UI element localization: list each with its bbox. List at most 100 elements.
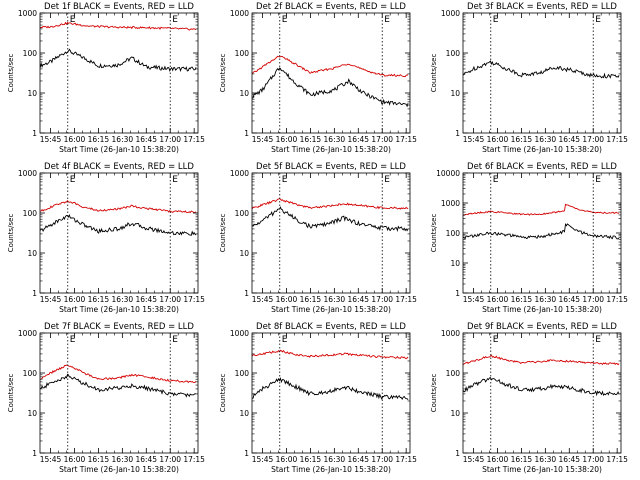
chart-panel-2: Det 2f BLACK = Events, RED = LLD Counts/s… [219,2,417,154]
y-tick-label: 1000 [441,329,460,338]
y-tick-label: 1 [32,449,37,458]
x-tick-label: 17:00 [159,455,181,464]
chart-title: Det 9f BLACK = Events, RED = LLD [467,322,617,332]
x-tick-label: 15:45 [463,295,485,304]
time-marker-label: E [282,335,288,345]
time-marker-label: E [384,175,390,185]
y-tick-label: 10 [450,89,460,98]
x-tick-label: 16:45 [347,455,369,464]
x-tick-label: 16:15 [300,135,322,144]
x-tick-label: 17:00 [159,295,181,304]
time-marker-label: E [493,15,499,25]
x-tick-label: 16:45 [135,295,157,304]
time-marker-label: E [70,15,76,25]
series-line-black [462,222,620,240]
x-tick-label: 16:30 [535,135,557,144]
x-tick-label: 16:15 [511,455,533,464]
y-tick-label: 1000 [18,329,37,338]
x-tick-label: 17:15 [395,295,417,304]
x-tick-label: 17:15 [395,455,417,464]
x-tick-label: 16:15 [511,295,533,304]
x-tick-label: 15:45 [252,455,274,464]
series-line-black [39,48,197,73]
x-axis-label: Start Time (26-Jan-10 15:38:20) [482,145,602,154]
chart-title: Det 8f BLACK = Events, RED = LLD [256,322,406,332]
x-tick-label: 16:15 [88,295,110,304]
x-tick-label: 16:45 [135,135,157,144]
y-tick-label: 1 [244,129,249,138]
series-line-black [462,377,620,397]
x-tick-label: 17:00 [371,295,393,304]
y-tick-label: 1 [244,289,249,298]
x-tick-label: 16:30 [112,135,134,144]
x-axis-label: Start Time (26-Jan-10 15:38:20) [271,465,391,474]
chart-panel-4: Det 4f BLACK = Events, RED = LLD Counts/s… [7,162,205,314]
x-tick-label: 16:00 [276,295,298,304]
time-marker-label: E [595,175,601,185]
x-tick-label: 16:45 [558,135,580,144]
x-tick-label: 16:30 [324,455,346,464]
x-tick-label: 16:30 [324,135,346,144]
x-axis-label: Start Time (26-Jan-10 15:38:20) [59,305,179,314]
time-marker-label: E [595,335,601,345]
chart-panel-8: Det 8f BLACK = Events, RED = LLD Counts/s… [219,322,417,474]
x-tick-label: 17:15 [183,455,205,464]
y-tick-label: 100 [23,369,38,378]
y-tick-label: 100 [23,209,38,218]
x-tick-label: 17:00 [371,135,393,144]
y-axis-label: Counts/sec [430,374,438,413]
plot-frame [251,12,411,134]
x-tick-label: 16:30 [535,455,557,464]
x-tick-label: 16:15 [300,295,322,304]
x-axis-label: Start Time (26-Jan-10 15:38:20) [59,465,179,474]
y-tick-label: 100 [446,229,461,238]
y-tick-label: 1 [32,289,37,298]
series-line-red [251,198,409,210]
y-tick-label: 1000 [18,9,37,18]
chart-title: Det 5f BLACK = Events, RED = LLD [256,162,406,172]
plot-frame [462,12,622,134]
chart-title: Det 6f BLACK = Events, RED = LLD [467,162,617,172]
x-tick-label: 17:00 [159,135,181,144]
y-tick-label: 1000 [230,169,249,178]
time-marker-label: E [70,175,76,185]
x-tick-label: 16:30 [112,295,134,304]
y-tick-label: 10 [27,89,37,98]
x-axis-label: Start Time (26-Jan-10 15:38:20) [271,305,391,314]
x-tick-label: 16:00 [487,455,509,464]
x-tick-label: 16:30 [324,295,346,304]
series-line-black [39,213,197,237]
time-marker-label: E [493,335,499,345]
x-tick-label: 16:00 [487,135,509,144]
y-axis-label: Counts/sec [219,54,227,93]
x-tick-label: 17:00 [371,455,393,464]
y-tick-label: 100 [235,49,250,58]
y-tick-label: 10 [239,249,249,258]
y-axis-label: Counts/sec [430,214,438,253]
y-tick-label: 10 [450,409,460,418]
y-axis-label: Counts/sec [7,54,15,93]
y-tick-label: 1000 [441,199,460,208]
x-tick-label: 16:30 [535,295,557,304]
y-tick-label: 1000 [230,9,249,18]
y-tick-label: 100 [235,369,250,378]
series-line-red [251,349,409,360]
chart-panel-1: Det 1f BLACK = Events, RED = LLD Counts/s… [7,2,205,154]
y-tick-label: 100 [446,369,461,378]
x-axis-label: Start Time (26-Jan-10 15:38:20) [59,145,179,154]
series-line-red [39,199,197,214]
y-tick-label: 10 [239,89,249,98]
x-axis-label: Start Time (26-Jan-10 15:38:20) [271,145,391,154]
series-line-black [252,206,409,232]
x-tick-label: 16:00 [276,135,298,144]
time-marker-label: E [595,15,601,25]
plot-frame [39,172,199,294]
chart-title: Det 2f BLACK = Events, RED = LLD [256,2,406,12]
y-tick-label: 1 [32,129,37,138]
y-tick-label: 1 [455,449,460,458]
x-tick-label: 17:15 [606,455,628,464]
x-tick-label: 17:00 [582,455,604,464]
y-tick-label: 100 [23,49,38,58]
time-marker-label: E [384,15,390,25]
